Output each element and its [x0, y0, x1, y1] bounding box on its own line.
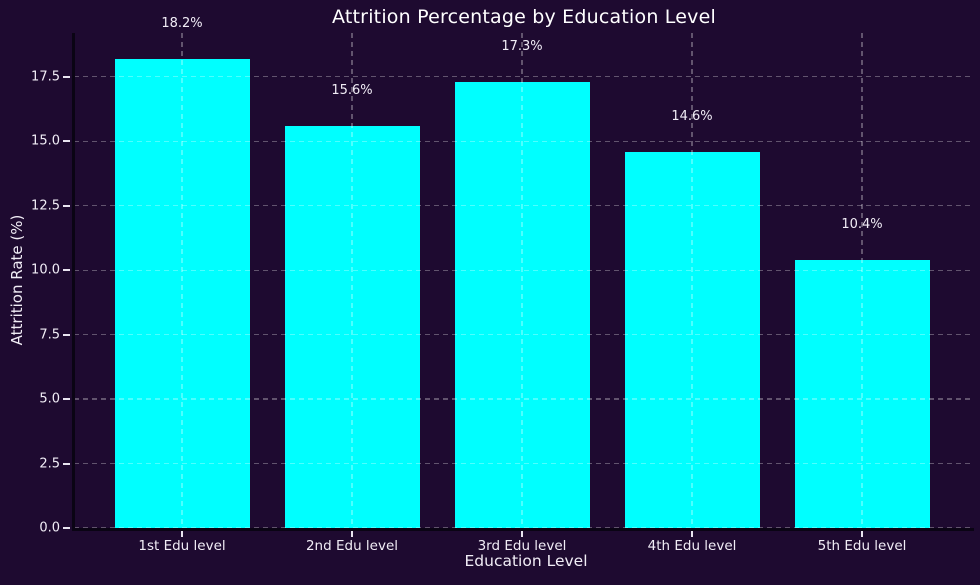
y-tick-mark — [63, 462, 70, 465]
y-axis-spine — [72, 33, 75, 530]
y-tick-label: 7.5 — [39, 327, 60, 343]
x-tick-label: 4th Edu level — [647, 538, 737, 554]
y-gridline — [74, 398, 974, 400]
bar-value-label: 18.2% — [161, 15, 203, 31]
x-gridline — [521, 33, 523, 528]
x-tick-label: 3rd Edu level — [477, 538, 567, 554]
y-tick-label: 12.5 — [31, 198, 60, 214]
x-tick-mark — [351, 531, 353, 537]
y-tick-label: 2.5 — [39, 456, 60, 472]
bar — [454, 81, 590, 528]
x-tick-mark — [861, 531, 863, 537]
y-gridline — [74, 76, 974, 78]
x-gridline — [181, 33, 183, 528]
x-gridline — [861, 33, 863, 528]
y-tick-mark — [63, 75, 70, 78]
y-tick-label: 15.0 — [31, 133, 60, 149]
y-tick-mark — [63, 269, 70, 272]
bar — [794, 259, 930, 528]
x-axis-label: Education Level — [464, 552, 588, 570]
y-gridline — [74, 527, 974, 529]
x-tick-mark — [691, 531, 693, 537]
bar — [114, 58, 250, 528]
y-gridline — [74, 334, 974, 336]
bar-value-label: 14.6% — [671, 108, 713, 124]
y-tick-label: 5.0 — [39, 391, 60, 407]
x-gridline — [351, 33, 353, 528]
y-gridline — [74, 269, 974, 271]
y-tick-label: 0.0 — [39, 520, 60, 536]
x-gridline — [691, 33, 693, 528]
y-tick-mark — [63, 204, 70, 207]
chart-title: Attrition Percentage by Education Level — [332, 6, 716, 28]
x-tick-mark — [181, 531, 183, 537]
y-tick-label: 17.5 — [31, 69, 60, 85]
bar-value-label: 15.6% — [331, 82, 373, 98]
y-gridline — [74, 462, 974, 465]
y-tick-mark — [63, 140, 70, 143]
bar-value-label: 10.4% — [841, 216, 883, 232]
x-tick-mark — [521, 531, 523, 537]
y-gridline — [74, 205, 974, 207]
y-axis-label: Attrition Rate (%) — [8, 214, 26, 346]
bar-value-label: 17.3% — [501, 38, 543, 54]
y-tick-mark — [63, 527, 70, 529]
x-tick-label: 5th Edu level — [817, 538, 907, 554]
bar — [284, 125, 420, 528]
plot-area: 0.0 2.5 5.0 7.5 10.0 12.5 15.0 17.5 18.2% 1st Edu… — [31, 16, 974, 554]
bar — [624, 151, 760, 528]
y-tick-label: 10.0 — [31, 262, 60, 278]
y-tick-mark — [63, 333, 70, 336]
y-tick-mark — [63, 398, 70, 401]
x-tick-label: 2nd Edu level — [305, 538, 399, 554]
x-tick-label: 1st Edu level — [138, 538, 226, 554]
y-gridline — [74, 140, 974, 142]
x-axis-spine — [72, 528, 974, 531]
